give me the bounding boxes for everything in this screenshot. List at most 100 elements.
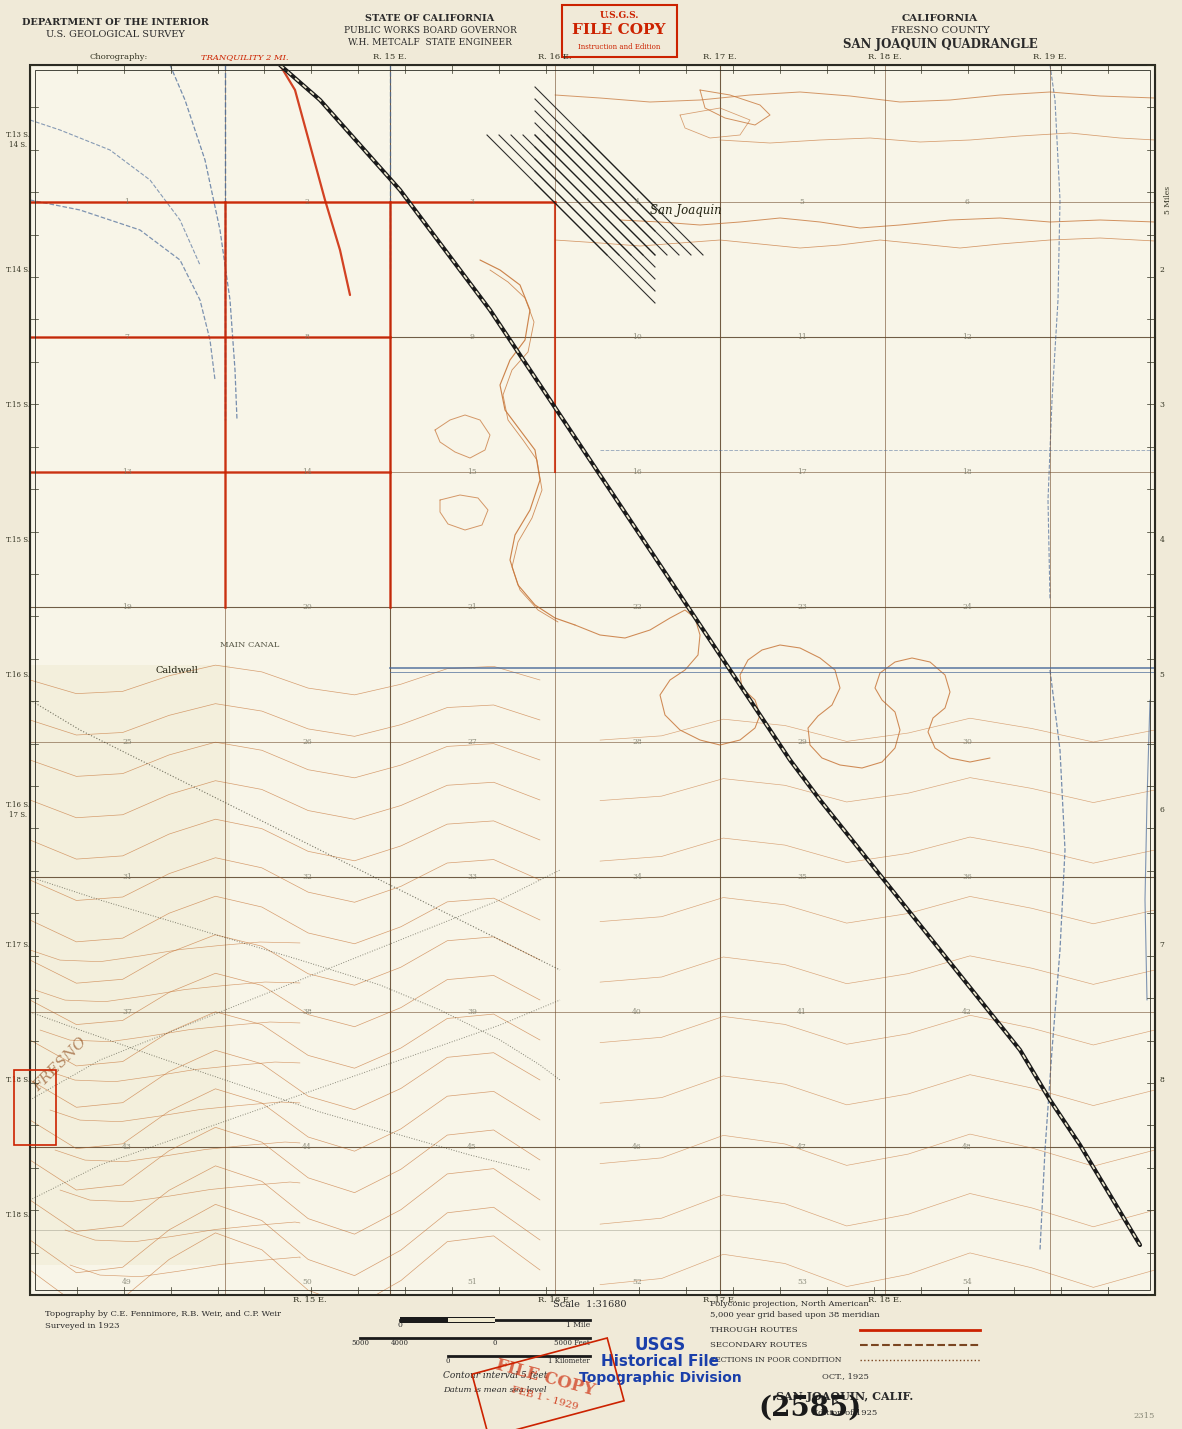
Text: R. 17 E.: R. 17 E. (703, 1296, 736, 1305)
Text: T.16 S.
17 S.: T.16 S. 17 S. (6, 802, 30, 819)
Text: R. 18 E.: R. 18 E. (869, 1296, 902, 1305)
Text: 8: 8 (1160, 1076, 1164, 1085)
Text: 53: 53 (797, 1278, 807, 1286)
Text: 14: 14 (303, 469, 312, 476)
Text: T.14 S.: T.14 S. (6, 266, 30, 274)
Text: 3: 3 (1160, 402, 1164, 409)
Text: 19: 19 (122, 603, 132, 612)
Text: 1 Kilometer: 1 Kilometer (548, 1358, 590, 1365)
Text: 38: 38 (303, 1007, 312, 1016)
Text: 49: 49 (122, 1278, 132, 1286)
Text: TRANQUILITY 2 MI.: TRANQUILITY 2 MI. (201, 53, 288, 61)
Text: T.18 S.: T.18 S. (6, 1076, 30, 1085)
Text: 0: 0 (397, 1320, 402, 1329)
Text: Edition of 1925: Edition of 1925 (812, 1409, 877, 1418)
Text: 5: 5 (1160, 672, 1164, 679)
Text: 4: 4 (1160, 536, 1164, 544)
Text: 30: 30 (962, 737, 972, 746)
Text: Caldwell: Caldwell (155, 666, 197, 674)
Text: FILE COPY: FILE COPY (572, 23, 665, 37)
Text: 47: 47 (797, 1143, 807, 1150)
Text: 13: 13 (122, 469, 132, 476)
Text: 16: 16 (632, 469, 642, 476)
Text: T.13 S.
14 S.: T.13 S. 14 S. (6, 131, 30, 149)
Text: 45: 45 (467, 1143, 476, 1150)
Text: 52: 52 (632, 1278, 642, 1286)
Bar (472, 1338, 624, 1429)
Text: 5000 Feet: 5000 Feet (554, 1339, 590, 1348)
Text: 31: 31 (122, 873, 132, 882)
Bar (30, 664, 230, 1265)
Text: 40: 40 (632, 1007, 642, 1016)
Text: 2315: 2315 (1134, 1412, 1155, 1420)
Text: 21: 21 (467, 603, 476, 612)
Text: T.16 S.: T.16 S. (6, 672, 30, 679)
Text: 0: 0 (446, 1358, 450, 1365)
Text: OCT., 1925: OCT., 1925 (821, 1372, 869, 1380)
Text: 10: 10 (632, 333, 642, 342)
Text: 25: 25 (122, 737, 132, 746)
Text: Topographic Division: Topographic Division (579, 1370, 741, 1385)
Text: 7: 7 (124, 333, 130, 342)
Text: Scale  1:31680: Scale 1:31680 (553, 1300, 626, 1309)
Text: THROUGH ROUTES: THROUGH ROUTES (710, 1326, 798, 1335)
Text: 33: 33 (467, 873, 478, 882)
Text: Contour interval 5 feet: Contour interval 5 feet (443, 1370, 547, 1379)
Text: 37: 37 (122, 1007, 132, 1016)
Text: 44: 44 (303, 1143, 312, 1150)
Text: U.S.G.S.: U.S.G.S. (599, 10, 638, 20)
Text: San Joaquin: San Joaquin (650, 203, 722, 217)
Text: 4000: 4000 (391, 1339, 409, 1348)
Text: 24: 24 (962, 603, 972, 612)
Text: 34: 34 (632, 873, 642, 882)
Text: 18: 18 (962, 469, 972, 476)
Text: FILE COPY: FILE COPY (494, 1356, 597, 1399)
Text: U.S. GEOLOGICAL SURVEY: U.S. GEOLOGICAL SURVEY (46, 30, 184, 39)
Text: 5000: 5000 (351, 1339, 369, 1348)
Text: FEB 1 - 1929: FEB 1 - 1929 (511, 1385, 579, 1412)
Text: R. 16 E.: R. 16 E. (538, 1296, 572, 1305)
Text: SECTIONS IN POOR CONDITION: SECTIONS IN POOR CONDITION (710, 1356, 842, 1365)
Bar (400, 1318, 495, 1323)
Bar (35, 70, 1150, 1290)
Bar (448, 1318, 495, 1322)
Text: Datum is mean sea level: Datum is mean sea level (443, 1386, 547, 1395)
Text: (2585): (2585) (759, 1395, 862, 1422)
Text: 8: 8 (305, 333, 310, 342)
Text: 12: 12 (962, 333, 972, 342)
Text: SAN JOAQUIN QUADRANGLE: SAN JOAQUIN QUADRANGLE (843, 37, 1038, 50)
Text: 6: 6 (1160, 806, 1164, 815)
Text: 2: 2 (1160, 266, 1164, 274)
Text: 27: 27 (467, 737, 476, 746)
Text: R. 19 E.: R. 19 E. (1033, 53, 1067, 61)
Text: 20: 20 (303, 603, 312, 612)
Text: T.18 S.: T.18 S. (6, 1210, 30, 1219)
Text: PUBLIC WORKS BOARD GOVERNOR: PUBLIC WORKS BOARD GOVERNOR (344, 26, 517, 34)
Text: R. 15 E.: R. 15 E. (293, 1296, 326, 1305)
Text: Chorography:: Chorography: (90, 53, 149, 61)
Text: 0: 0 (493, 1339, 498, 1348)
Text: STATE OF CALIFORNIA: STATE OF CALIFORNIA (365, 13, 494, 23)
Text: 4: 4 (635, 199, 639, 206)
Bar (0, 0, 1182, 64)
Text: FRESNO: FRESNO (31, 1036, 90, 1095)
Text: 50: 50 (303, 1278, 312, 1286)
Text: MAIN CANAL: MAIN CANAL (220, 642, 280, 649)
Text: 26: 26 (303, 737, 312, 746)
Text: 36: 36 (962, 873, 972, 882)
Text: CALIFORNIA: CALIFORNIA (902, 13, 978, 23)
Text: FRESNO COUNTY: FRESNO COUNTY (890, 26, 989, 34)
Bar (30, 64, 1155, 1295)
Text: 11: 11 (797, 333, 807, 342)
Text: 46: 46 (632, 1143, 642, 1150)
Text: 5: 5 (799, 199, 805, 206)
Text: T.15 S.: T.15 S. (6, 402, 30, 409)
Text: SECONDARY ROUTES: SECONDARY ROUTES (710, 1340, 807, 1349)
Text: 51: 51 (467, 1278, 476, 1286)
Text: 39: 39 (467, 1007, 478, 1016)
Text: 28: 28 (632, 737, 642, 746)
Bar (30, 64, 1155, 1295)
Text: SAN JOAQUIN, CALIF.: SAN JOAQUIN, CALIF. (777, 1392, 914, 1402)
Text: 29: 29 (797, 737, 807, 746)
Text: USGS: USGS (635, 1336, 686, 1355)
